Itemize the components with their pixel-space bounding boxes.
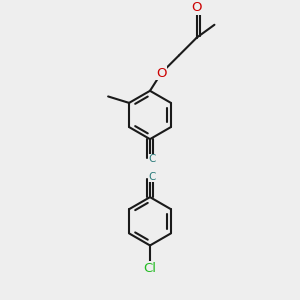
Text: O: O — [156, 67, 166, 80]
Text: C: C — [148, 172, 156, 182]
Text: O: O — [191, 1, 202, 14]
Text: Cl: Cl — [143, 262, 157, 275]
Text: C: C — [148, 154, 156, 164]
